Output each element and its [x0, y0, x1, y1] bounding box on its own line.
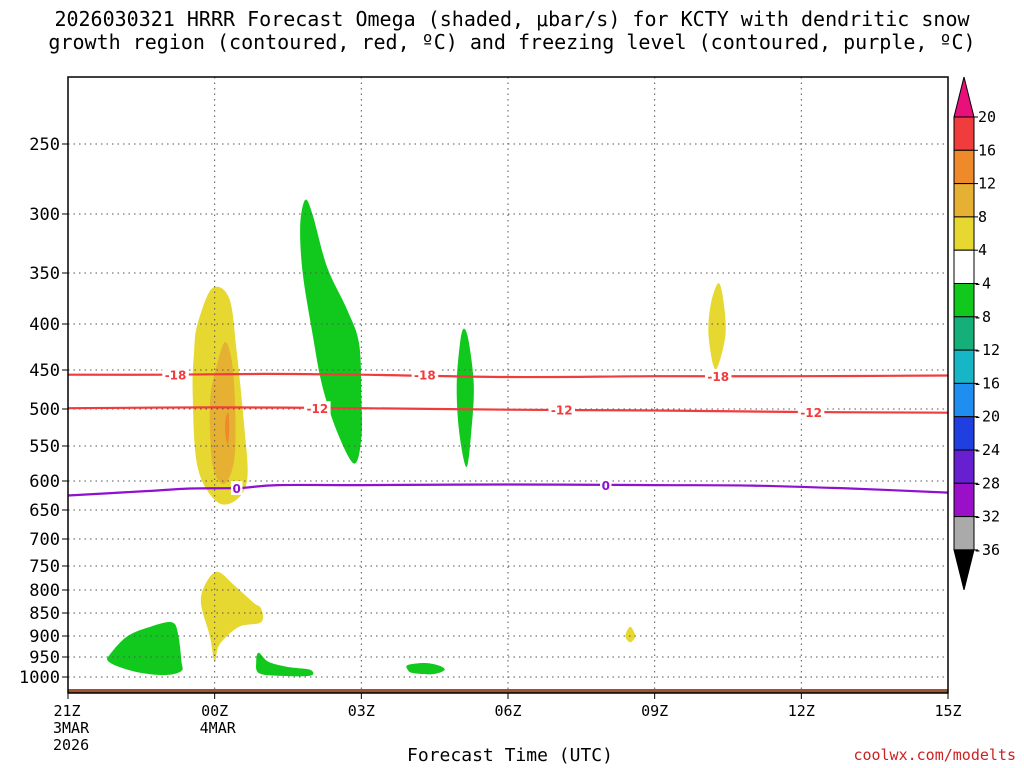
colorbar-segment: [953, 283, 975, 318]
contour-label: -18: [707, 370, 729, 384]
contour-layer: -18 -18 -18 -12 -12 -12 0 0: [67, 367, 949, 497]
x-tick-label: 2026: [53, 736, 89, 754]
contour-label: -12: [800, 406, 822, 420]
y-tick-label: 850: [29, 604, 60, 624]
colorbar-label: -16: [973, 374, 1000, 392]
x-tick-label: 3MAR: [53, 719, 90, 737]
omega-shaded-region: [456, 328, 474, 467]
x-tick-label: 15Z: [934, 702, 961, 720]
y-tick-label: 350: [29, 264, 60, 284]
colorbar-label: 8: [978, 208, 987, 226]
colorbar-bottom-arrow: [953, 549, 975, 591]
colorbar-label: -4: [973, 275, 991, 293]
colorbar-label: -8: [973, 308, 991, 326]
omega-shaded-region: [225, 412, 230, 445]
contour-line: [67, 372, 949, 379]
colorbar-segment: [953, 249, 975, 284]
colorbar-segment: [953, 116, 975, 151]
colorbar-segment: [953, 349, 975, 384]
contour-label: -12: [306, 402, 328, 416]
omega-shaded-region: [625, 626, 636, 643]
colorbar-label: 20: [978, 108, 996, 126]
omega-shaded-region: [107, 622, 183, 676]
omega-shaded-region: [209, 342, 236, 485]
omega-shaded-region: [406, 662, 445, 675]
colorbar-label: 4: [978, 241, 987, 259]
y-tick-label: 450: [29, 361, 60, 381]
omega-shaded-region: [200, 571, 264, 662]
colorbar-label: 12: [978, 175, 996, 193]
omega-shading-layer: [107, 199, 726, 677]
contour-label-bg: [162, 367, 189, 382]
x-tick-label: 21Z: [53, 702, 80, 720]
omega-shaded-region: [300, 199, 362, 464]
y-tick-label: 500: [29, 400, 60, 420]
colorbar-label: -36: [973, 541, 1000, 559]
source-credit: coolwx.com/modelts: [853, 746, 1016, 764]
chart-title: 2026030321 HRRR Forecast Omega (shaded, …: [0, 6, 1024, 58]
colorbar-segment: [953, 183, 975, 218]
x-tick-label: 09Z: [641, 702, 668, 720]
contour-label-bg: [548, 402, 576, 417]
y-tick-label: 400: [29, 315, 60, 335]
colorbar-segment: [953, 149, 975, 185]
y-tick-label: 750: [29, 557, 60, 577]
colorbar-segment: [953, 216, 975, 251]
colorbar-label: -20: [973, 408, 1000, 426]
contour-label-bg: [600, 478, 612, 493]
colorbar-segment: [953, 482, 975, 518]
contour-label-bg: [797, 404, 825, 419]
contour-label: -18: [414, 369, 436, 383]
axes-layer: 250 300 350 400 450 500 550 600 650 700 750 800 850 9…: [19, 135, 962, 754]
ground-layer: [68, 689, 948, 693]
y-tick-label: 900: [29, 627, 60, 647]
y-tick-label: 650: [29, 501, 60, 521]
x-tick-label: 4MAR: [200, 719, 237, 737]
contour-label: 0: [602, 479, 610, 493]
contour-label: -12: [551, 404, 573, 418]
colorbar: 20 16 12 8 4 -4 -8 -12 -16 -20 -24 -28 -32 -36: [953, 76, 1000, 591]
contour-label-bg: [230, 480, 243, 495]
y-tick-label: 300: [29, 205, 60, 225]
colorbar-segment: [953, 449, 975, 484]
contour-label-bg: [304, 401, 331, 416]
contour-label: -18: [165, 369, 187, 383]
ground-surface: [68, 689, 948, 693]
colorbar-label: -28: [973, 474, 1000, 492]
y-tick-label: 700: [29, 530, 60, 550]
colorbar-segment: [953, 382, 975, 418]
x-tick-label: 03Z: [348, 702, 375, 720]
colorbar-segment: [953, 316, 975, 351]
x-axis-title: Forecast Time (UTC): [407, 745, 613, 766]
omega-shaded-region: [256, 652, 314, 677]
x-tick-label: 06Z: [494, 702, 521, 720]
colorbar-label: -12: [973, 341, 1000, 359]
contour-label: 0: [232, 482, 240, 496]
x-tick-label: 00Z: [201, 702, 228, 720]
chart-title-line-1: 2026030321 HRRR Forecast Omega (shaded, …: [54, 7, 970, 31]
contour-line: [67, 483, 949, 497]
colorbar-label: -32: [973, 508, 1000, 526]
y-tick-label: 250: [29, 135, 60, 155]
contour-label-bg: [411, 367, 439, 382]
y-tick-label: 950: [29, 648, 60, 668]
colorbar-label: -24: [973, 441, 1000, 459]
colorbar-segment: [953, 416, 975, 451]
colorbar-label: 16: [978, 141, 996, 159]
y-tick-label: 550: [29, 437, 60, 457]
y-tick-label: 600: [29, 472, 60, 492]
chart-title-line-2: growth region (contoured, red, ºC) and f…: [48, 30, 976, 54]
x-tick-label: 12Z: [788, 702, 815, 720]
omega-shaded-region: [708, 283, 726, 370]
y-tick-label: 800: [29, 581, 60, 601]
colorbar-top-arrow: [953, 76, 975, 118]
colorbar-segment: [953, 516, 975, 551]
y-tick-label: 1000: [19, 668, 60, 688]
contour-label-bg: [704, 369, 732, 384]
